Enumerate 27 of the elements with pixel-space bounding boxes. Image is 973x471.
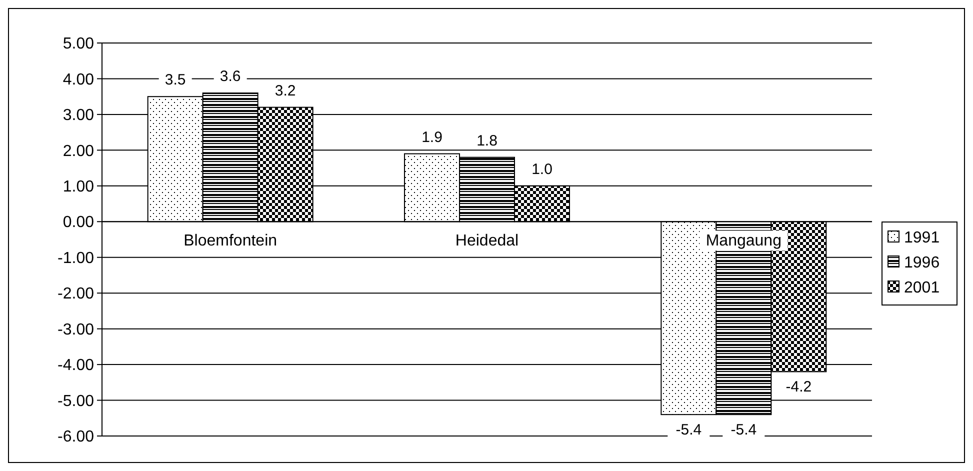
data-label: -5.4 <box>676 422 702 439</box>
y-tick-label: 1.00 <box>62 178 94 196</box>
data-label: 1.8 <box>476 132 498 150</box>
y-tick-label: -6.00 <box>58 428 94 446</box>
y-tick-label: 0.00 <box>62 214 94 232</box>
data-label: -5.4 <box>730 422 757 439</box>
x-tick-label: Heidedal <box>455 232 519 250</box>
data-label: 3.2 <box>274 82 296 100</box>
legend-label: 1991 <box>904 230 940 247</box>
data-label: 1.9 <box>422 128 442 146</box>
data-label: -4.2 <box>786 378 812 396</box>
data-label: 3.6 <box>220 68 241 86</box>
y-tick-label: -5.00 <box>58 392 94 410</box>
y-tick-label: 2.00 <box>62 142 94 160</box>
legend-label: 2001 <box>904 280 940 297</box>
x-tick-label: Bloemfontein <box>184 232 278 250</box>
y-tick-label: -2.00 <box>58 286 94 303</box>
y-tick-label: -4.00 <box>58 357 94 374</box>
x-tick-label: Mangaung <box>706 232 782 250</box>
data-label: 1.0 <box>532 160 552 178</box>
y-tick-label: -1.00 <box>58 250 94 267</box>
legend-label: 1996 <box>904 254 940 272</box>
y-tick-label: 5.00 <box>62 36 94 53</box>
y-tick-label: -3.00 <box>58 321 94 338</box>
data-label: 3.5 <box>164 72 186 89</box>
y-tick-label: 3.00 <box>62 107 94 124</box>
y-tick-label: 4.00 <box>62 71 94 88</box>
